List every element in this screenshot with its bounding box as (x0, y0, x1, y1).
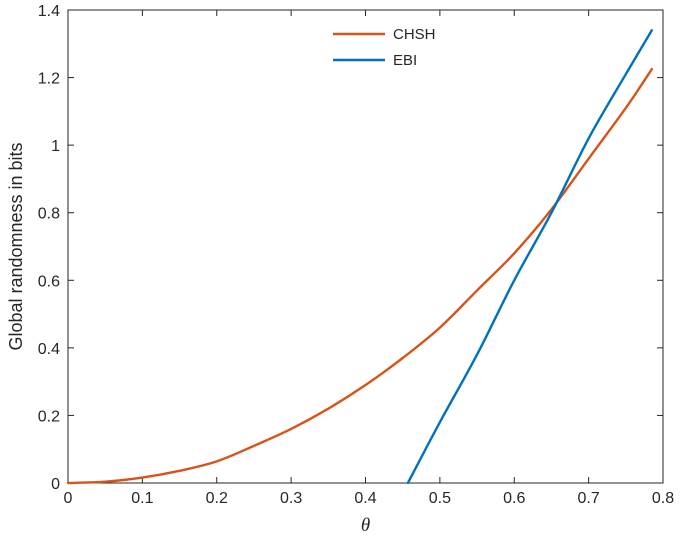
x-tick-label: 0.5 (429, 490, 451, 507)
series-line-ebi (406, 29, 654, 485)
x-tick-label: 0.6 (503, 490, 525, 507)
y-tick-label: 0.6 (38, 273, 60, 290)
ticks (67, 9, 664, 484)
tick-labels: 0 0.1 0.2 0.3 0.4 0.5 0.6 0.7 0.8 0 0.2 0.4 0.6 0.8 1 1… (38, 3, 674, 507)
x-tick-label: 0.3 (280, 490, 302, 507)
plot-frame (67, 9, 664, 484)
y-tick-label: 1.4 (38, 3, 60, 20)
series-line-chsh (66, 67, 654, 485)
y-tick-label: 0.4 (38, 341, 60, 358)
y-tick-label: 1 (51, 138, 60, 155)
y-axis-label: Global randomness in bits (6, 142, 26, 350)
y-tick-label: 1.2 (38, 71, 60, 88)
x-tick-label: 0.4 (354, 490, 376, 507)
x-tick-label: 0.8 (652, 490, 674, 507)
legend: CHSH EBI (333, 26, 436, 69)
y-tick-label: 0.8 (38, 206, 60, 223)
x-tick-label: 0 (64, 490, 73, 507)
plot-box (67, 9, 664, 484)
legend-label-ebi: EBI (393, 52, 417, 69)
x-axis-label: θ (361, 515, 370, 536)
x-tick-label: 0.2 (206, 490, 228, 507)
series-lines (66, 29, 654, 485)
legend-label-chsh: CHSH (393, 26, 436, 43)
y-tick-label: 0 (51, 476, 60, 493)
y-tick-label: 0.2 (38, 408, 60, 425)
x-tick-label: 0.1 (131, 490, 153, 507)
x-tick-label: 0.7 (578, 490, 600, 507)
